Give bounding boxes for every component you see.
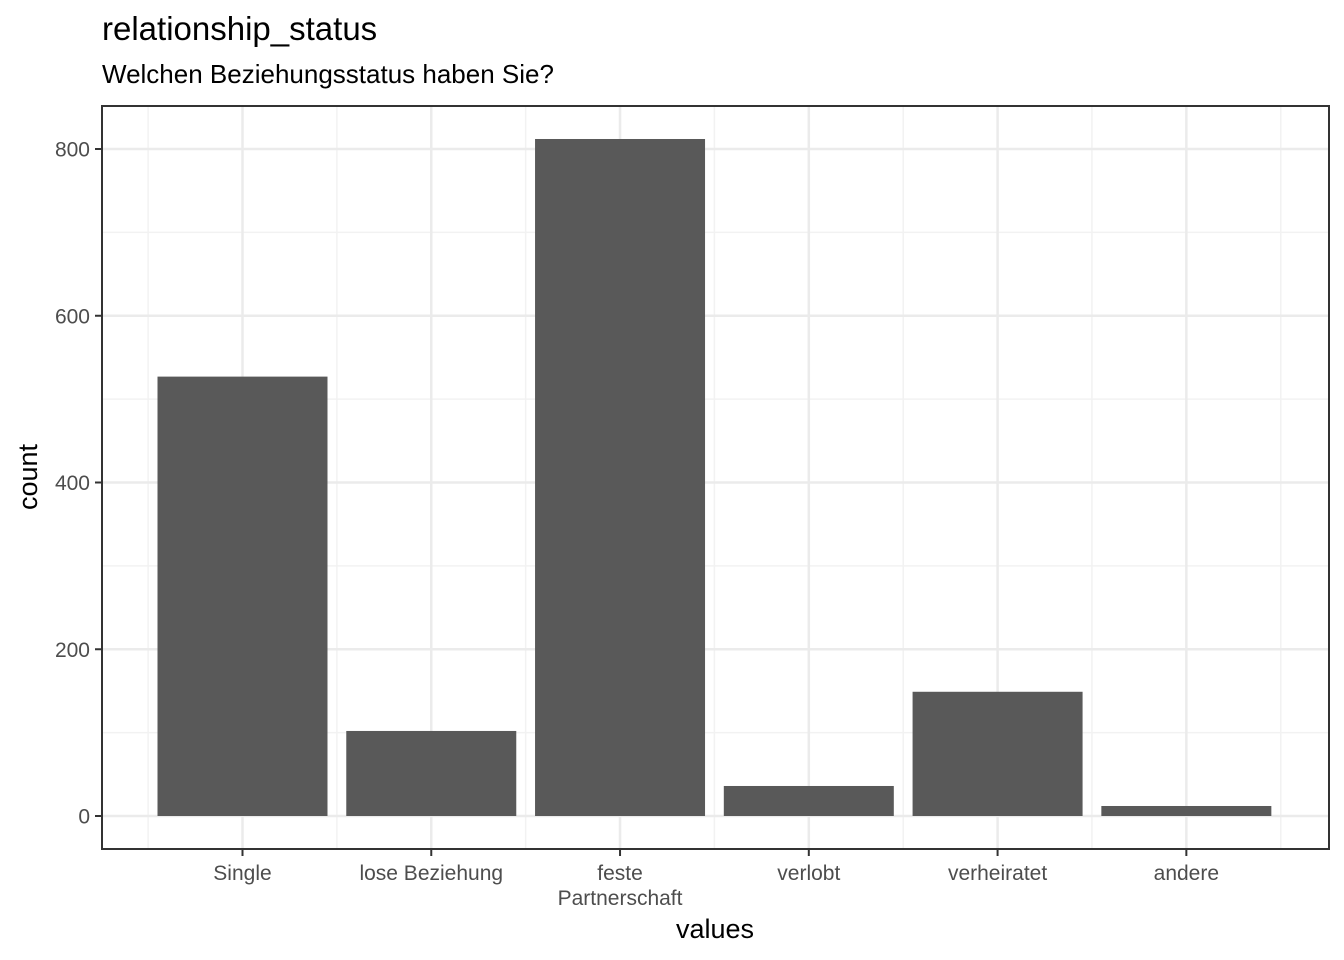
bars xyxy=(157,138,1272,816)
y-tick-label: 400 xyxy=(55,472,90,495)
x-tick-label: Single xyxy=(213,862,271,885)
bar xyxy=(157,376,328,816)
x-axis-title: values xyxy=(676,914,754,944)
y-axis: 0 200 400 600 800 xyxy=(55,139,102,829)
bar xyxy=(1101,805,1272,816)
chart-title: relationship_status xyxy=(102,10,377,47)
x-axis: Single lose Beziehung feste Partnerschaft ve… xyxy=(213,849,1219,910)
x-tick-label: lose Beziehung xyxy=(359,862,503,885)
y-tick-label: 800 xyxy=(55,139,90,162)
y-tick-label: 200 xyxy=(55,639,90,662)
x-tick-label: verlobt xyxy=(777,862,840,885)
bar xyxy=(912,691,1083,816)
y-tick-label: 0 xyxy=(78,806,90,829)
x-tick-label: verheiratet xyxy=(948,862,1047,885)
x-tick-label: feste Partnerschaft xyxy=(558,862,683,910)
bar xyxy=(346,730,517,816)
bar xyxy=(723,785,894,816)
panel-border xyxy=(101,105,1330,850)
x-tick-label: andere xyxy=(1154,862,1219,885)
y-axis-title: count xyxy=(13,443,43,510)
bar xyxy=(535,138,706,816)
y-tick-label: 600 xyxy=(55,305,90,328)
chart-subtitle: Welchen Beziehungsstatus haben Sie? xyxy=(102,59,554,89)
